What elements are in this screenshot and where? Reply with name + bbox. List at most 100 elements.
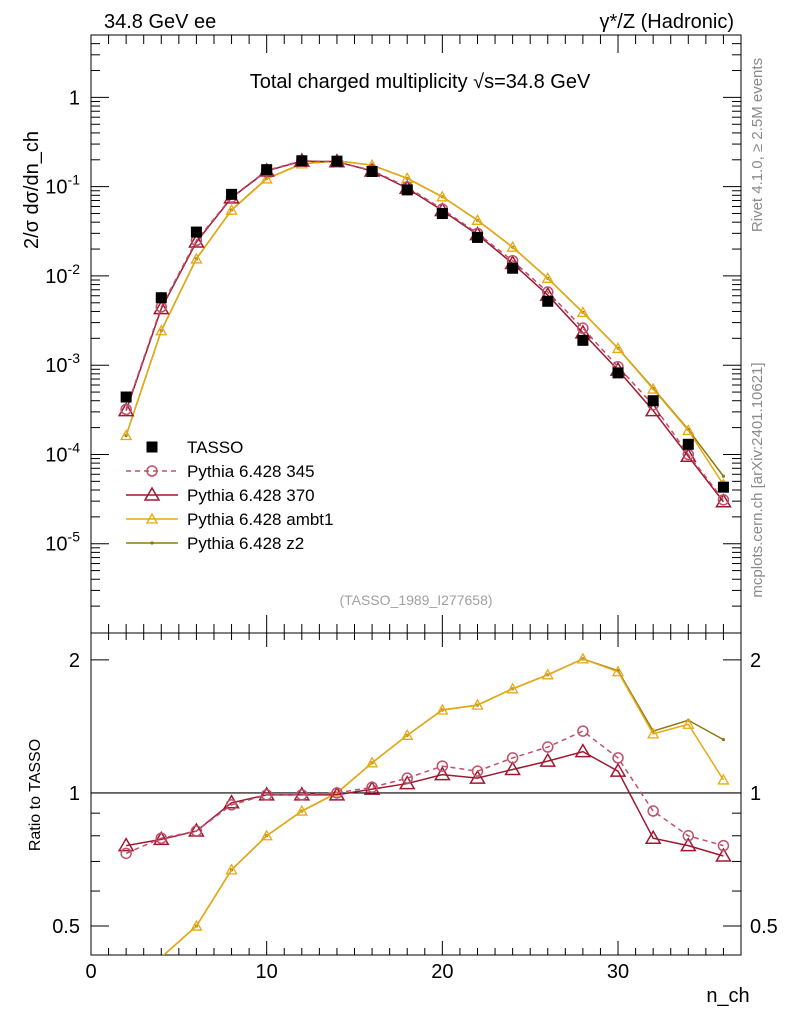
data-point: [647, 382, 660, 394]
data-point: [296, 155, 308, 167]
ratio-point: [647, 805, 659, 817]
legend-entry: Pythia 6.428 370: [126, 486, 315, 505]
data-point: [190, 226, 202, 238]
ratio-point: [504, 760, 521, 776]
ratio-point: [436, 760, 449, 772]
ratio-line: [162, 658, 725, 955]
ratio-point: [539, 752, 557, 767]
ratio-line: [126, 750, 724, 857]
ratio-point: [577, 725, 589, 737]
legend-label: Pythia 6.428 z2: [187, 534, 304, 553]
ratio-point: [644, 829, 662, 844]
ratio-point: [260, 789, 273, 801]
x-axis-label: n_ch: [706, 985, 749, 1007]
ratio-point: [225, 799, 238, 811]
data-point: [120, 391, 132, 403]
legend-label: Pythia 6.428 370: [187, 486, 315, 505]
data-point: [721, 474, 726, 478]
ratio-point: [401, 772, 413, 784]
series-tasso: [120, 155, 729, 493]
data-point: [190, 252, 203, 264]
ratio-point: [365, 756, 379, 768]
ratio-point: [434, 766, 451, 781]
ratio-point: [331, 787, 343, 799]
data-point: [436, 190, 449, 202]
ratio-point: [295, 804, 308, 816]
header-left: 34.8 GeV ee: [104, 11, 216, 33]
data-point: [647, 395, 659, 407]
series-pythia-6-428-z2: [124, 159, 726, 478]
ratio-y-tick-label: 1: [69, 783, 80, 805]
ratio-y-tick-label: 2: [69, 650, 80, 672]
main-y-tick-label: 1: [69, 87, 80, 109]
ratio-point: [436, 703, 449, 715]
data-point: [366, 165, 378, 177]
ratio-point: [576, 652, 589, 664]
data-point: [612, 367, 624, 379]
ratio-point: [715, 847, 732, 862]
ratio-point: [541, 668, 554, 680]
ratio-series-pythia-6-428-370: [117, 743, 732, 862]
legend: TASSO Pythia 6.428 345 Pythia 6.428 370 Pyt…: [126, 438, 333, 553]
series-line: [125, 160, 725, 485]
ratio-point: [506, 682, 519, 694]
main-y-tick-label: 10-3: [45, 350, 80, 377]
data-point: [401, 184, 413, 196]
x-tick-label: 10: [256, 961, 278, 983]
data-point: [611, 342, 625, 354]
main-y-tick-label: 10-1: [45, 172, 80, 199]
rivet-version-label: Rivet 4.1.0, ≥ 2.5M events: [749, 58, 766, 232]
legend-label: Pythia 6.428 ambt1: [187, 510, 333, 529]
data-point: [436, 208, 448, 220]
ratio-point: [155, 832, 168, 844]
legend-marker: [143, 486, 161, 501]
data-point: [542, 295, 554, 307]
x-tick-label: 20: [431, 961, 453, 983]
main-y-tick-label: 10-5: [45, 529, 80, 556]
ratio-point: [190, 825, 203, 837]
ratio-point: [471, 698, 484, 710]
legend-entry: Pythia 6.428 z2: [126, 534, 304, 553]
ratio-line: [162, 658, 724, 955]
data-point: [679, 447, 697, 463]
ratio-point: [717, 839, 730, 852]
data-point: [188, 233, 205, 248]
data-point: [576, 306, 589, 318]
legend-marker: [146, 441, 158, 453]
ratio-y-tick-label-right: 1: [750, 783, 761, 805]
main-series-layer: [117, 152, 732, 508]
ratio-point: [471, 765, 484, 777]
data-point: [715, 493, 732, 508]
ratio-point: [260, 829, 273, 841]
data-point: [117, 402, 135, 417]
ratio-point: [117, 837, 135, 852]
ratio-point: [682, 717, 695, 729]
ratio-point: [296, 789, 308, 801]
x-tick-label: 0: [85, 961, 96, 983]
ratio-frame: [90, 632, 742, 956]
data-point: [717, 494, 730, 506]
ratio-point: [574, 743, 592, 758]
data-point: [260, 172, 273, 184]
ratio-point: [469, 769, 486, 784]
legend-label: TASSO: [187, 438, 243, 457]
legend-label: Pythia 6.428 345: [187, 462, 315, 481]
data-point: [506, 240, 519, 252]
ratio-point: [542, 741, 554, 753]
legend-entry: TASSO: [146, 438, 243, 457]
data-point: [541, 271, 554, 283]
ratio-point: [717, 773, 730, 785]
ratio-point: [611, 665, 625, 677]
data-point: [155, 324, 168, 336]
data-point: [682, 424, 695, 436]
series-line: [125, 160, 725, 477]
legend-entry: Pythia 6.428 345: [126, 462, 315, 481]
data-point: [331, 155, 343, 167]
data-point: [682, 438, 694, 450]
data-point: [226, 188, 238, 200]
axes-layer: 1 10-1 10-2 10-3 10-4 10-5 0 10 20 30 0.5 0.5 1 1 2 2: [45, 34, 778, 983]
ratio-point: [609, 762, 627, 777]
data-point: [120, 403, 132, 416]
ratio-series-pythia-6-428-z2: [162, 657, 726, 955]
